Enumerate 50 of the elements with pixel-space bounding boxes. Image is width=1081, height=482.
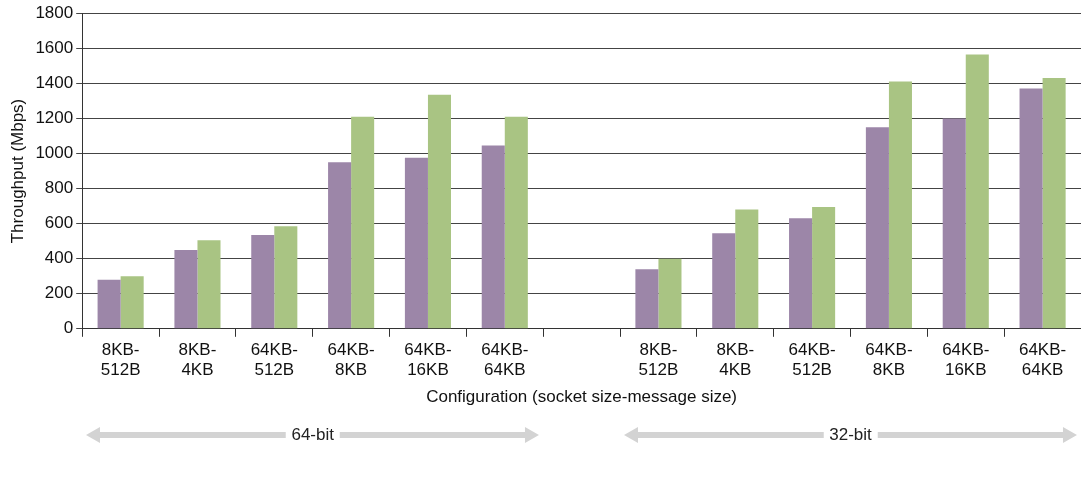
x-tick-label: 64KB-512B xyxy=(788,339,836,380)
bar xyxy=(735,209,759,329)
bar xyxy=(658,258,682,329)
y-tick-label: 1600 xyxy=(35,37,74,57)
bar xyxy=(504,116,528,329)
bar xyxy=(635,269,659,329)
x-tick-label: 64KB-16KB xyxy=(404,339,452,380)
bar xyxy=(888,81,912,329)
x-tick-label: 64KB-8KB xyxy=(327,339,375,380)
bar xyxy=(274,226,298,329)
y-axis-title: Throughput (Mbps) xyxy=(7,98,27,244)
bar xyxy=(865,127,889,329)
x-tick-label: 64KB-64KB xyxy=(481,339,529,380)
x-tick-label: 64KB-64KB xyxy=(1018,339,1067,380)
bar xyxy=(1042,78,1066,329)
bar xyxy=(812,206,836,329)
bar xyxy=(174,249,198,329)
bar xyxy=(965,54,989,329)
y-tick-label: 1400 xyxy=(35,73,74,93)
y-tick-label: 800 xyxy=(44,178,74,198)
x-tick-label: 8KB-512B xyxy=(100,339,141,380)
bar xyxy=(481,145,505,329)
x-tick-label: 64KB-512B xyxy=(250,339,298,380)
x-axis-title: Configuration (socket size-message size) xyxy=(426,387,738,407)
x-tick-label: 8KB-512B xyxy=(638,339,679,380)
y-tick-label: 200 xyxy=(44,283,74,303)
bar xyxy=(427,94,451,329)
x-tick-label: 8KB-4KB xyxy=(178,339,217,380)
bar xyxy=(97,279,121,329)
x-tick-label: 8KB-4KB xyxy=(716,339,755,380)
bar xyxy=(351,116,375,329)
bar xyxy=(404,157,428,329)
y-tick-label: 1200 xyxy=(35,108,74,128)
y-tick-label: 1000 xyxy=(35,143,74,163)
bar xyxy=(197,240,221,329)
y-tick-label: 0 xyxy=(63,318,74,338)
y-tick-label: 400 xyxy=(44,248,74,268)
x-tick-label: 64KB-16KB xyxy=(942,339,990,380)
y-tick-label: 600 xyxy=(44,213,74,233)
x-tick-label: 64KB-8KB xyxy=(865,339,913,380)
bar xyxy=(328,162,352,329)
text: 32-bit xyxy=(823,425,878,445)
y-tick-label: 1800 xyxy=(35,2,74,22)
text: 64-bit xyxy=(285,425,340,445)
bar xyxy=(712,233,736,329)
bar xyxy=(1019,88,1043,329)
bar xyxy=(251,235,275,329)
bar xyxy=(942,118,966,329)
bar xyxy=(789,218,813,329)
bar xyxy=(120,276,144,329)
